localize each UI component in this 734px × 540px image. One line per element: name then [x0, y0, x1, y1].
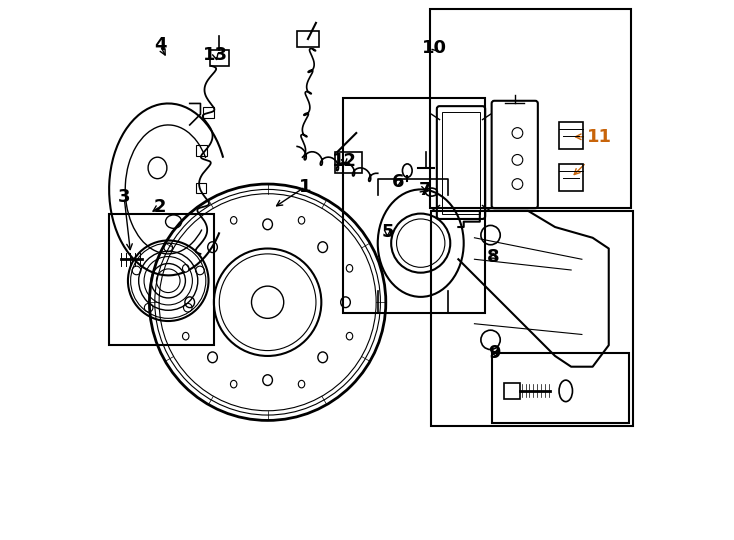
- Ellipse shape: [346, 265, 353, 272]
- Bar: [196, 145, 207, 156]
- Bar: [559, 122, 583, 149]
- Text: 6: 6: [392, 173, 404, 191]
- Text: 1: 1: [299, 178, 311, 195]
- Text: 9: 9: [489, 345, 501, 362]
- Text: 13: 13: [203, 46, 228, 64]
- Text: 5: 5: [381, 224, 393, 241]
- Bar: [430, 9, 631, 208]
- Bar: [432, 211, 633, 426]
- Text: 12: 12: [332, 152, 357, 171]
- Ellipse shape: [346, 333, 353, 340]
- Text: 7: 7: [419, 181, 432, 199]
- Ellipse shape: [230, 380, 237, 388]
- Ellipse shape: [183, 333, 189, 340]
- Bar: [442, 112, 480, 214]
- Bar: [297, 31, 319, 47]
- Ellipse shape: [298, 217, 305, 224]
- Bar: [203, 107, 214, 118]
- Bar: [210, 50, 229, 66]
- Bar: [559, 164, 583, 191]
- Text: 2: 2: [154, 198, 167, 215]
- Text: 4: 4: [154, 36, 167, 55]
- Bar: [109, 214, 214, 345]
- Ellipse shape: [298, 380, 305, 388]
- Ellipse shape: [230, 217, 237, 224]
- Text: 11: 11: [587, 128, 612, 146]
- Text: 3: 3: [118, 188, 131, 206]
- Bar: [492, 353, 628, 423]
- Ellipse shape: [183, 265, 189, 272]
- Bar: [196, 183, 206, 193]
- Bar: [343, 98, 485, 313]
- Text: 8: 8: [487, 247, 500, 266]
- Bar: [504, 383, 520, 399]
- Text: 10: 10: [421, 38, 447, 57]
- Bar: [335, 152, 362, 173]
